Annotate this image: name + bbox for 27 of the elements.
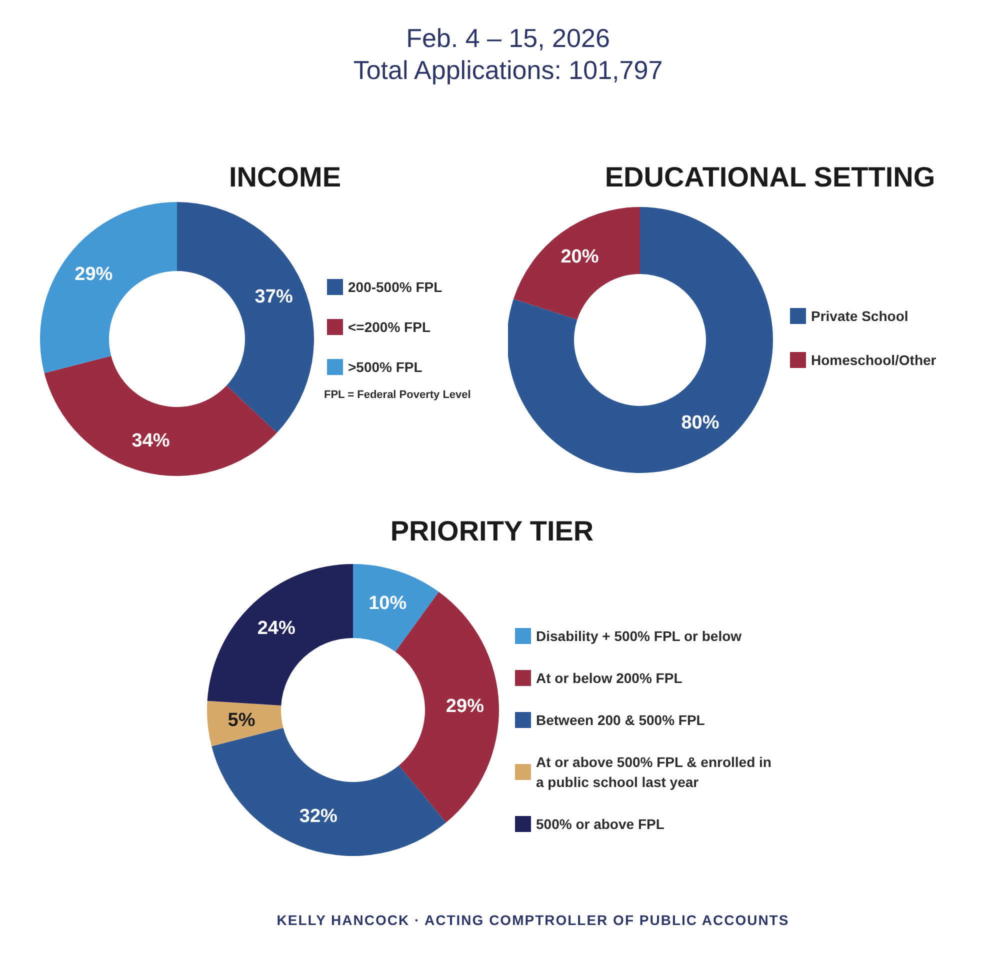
data-label: 29% <box>446 696 484 717</box>
legend-label: <=200% FPL <box>348 319 431 335</box>
legend-label: Between 200 & 500% FPL <box>536 712 706 728</box>
chart-title: INCOME <box>229 162 341 192</box>
legend-label: Homeschool/Other <box>811 352 937 368</box>
legend-label: At or above 500% FPL & enrolled in a public school last year <box>536 754 776 790</box>
text: Feb. 4 – 15, 2026 <box>405 22 611 54</box>
data-label: 10% <box>368 592 407 614</box>
data-label: 80% <box>681 412 720 434</box>
data-label: 32% <box>299 806 338 828</box>
text: FPL = Federal Poverty Level <box>324 389 471 401</box>
data-label: 5% <box>228 710 256 732</box>
legend-label: Disability + 500% FPL or below <box>536 628 742 644</box>
legend-label: >500% FPL <box>348 359 423 375</box>
legend-label: 200-500% FPL <box>348 279 443 295</box>
data-label: 20% <box>560 246 599 268</box>
chart-title: EDUCATIONAL SETTING <box>604 162 936 192</box>
chart-title: PRIORITY TIER <box>390 516 594 546</box>
data-label: 24% <box>257 618 296 639</box>
text: KELLY HANCOCK · ACTING COMPTROLLER OF PUBLIC ACCOUNTS <box>276 912 790 928</box>
legend-label: 500% or above FPL <box>536 816 665 832</box>
text: Total Applications: 101,797 <box>352 54 664 86</box>
data-label: 34% <box>132 430 170 452</box>
legend-label: At or below 200% FPL <box>536 670 683 686</box>
data-label: 37% <box>254 286 293 308</box>
legend-label: Private School <box>811 308 908 324</box>
data-label: 29% <box>74 264 113 285</box>
